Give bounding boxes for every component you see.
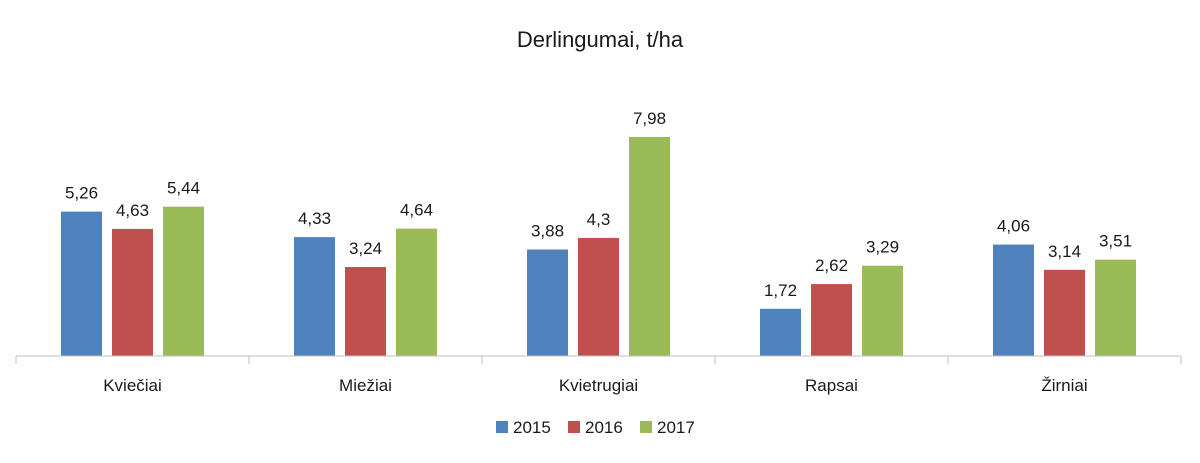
category-label: Kviečiai	[103, 376, 162, 395]
bar-2017-2	[629, 136, 670, 356]
bar-2015-0	[61, 211, 102, 356]
bar-2017-4	[1095, 259, 1136, 356]
data-label: 1,72	[764, 281, 797, 300]
bar-2015-4	[993, 244, 1034, 356]
legend-label-2017: 2017	[657, 418, 695, 437]
bar-2017-1	[396, 228, 437, 356]
data-label: 4,63	[116, 201, 149, 220]
legend-label-2016: 2016	[585, 418, 623, 437]
legend-label-2015: 2015	[513, 418, 551, 437]
category-label: Miežiai	[339, 376, 392, 395]
data-label: 3,88	[531, 221, 564, 240]
bar-2016-2	[578, 237, 619, 356]
bar-2015-3	[760, 308, 801, 356]
bar-2015-1	[294, 237, 335, 356]
data-label: 7,98	[633, 109, 666, 128]
bar-2015-2	[527, 249, 568, 356]
data-label: 4,64	[400, 201, 433, 220]
data-label: 4,06	[997, 217, 1030, 236]
bar-2017-0	[163, 206, 204, 356]
data-label: 3,24	[349, 239, 382, 258]
data-label: 3,14	[1048, 242, 1081, 261]
bar-2016-0	[112, 228, 153, 356]
legend-swatch-2016	[568, 421, 580, 433]
bar-2016-4	[1044, 269, 1085, 356]
bar-2017-3	[862, 265, 903, 356]
category-label: Žirniai	[1041, 376, 1087, 395]
bars-layer	[61, 136, 1136, 356]
data-label: 5,44	[167, 179, 200, 198]
bar-2016-3	[811, 284, 852, 356]
legend: 2015 2016 2017	[496, 418, 695, 437]
data-label: 2,62	[815, 256, 848, 275]
data-label: 4,33	[298, 209, 331, 228]
category-label: Rapsai	[805, 376, 858, 395]
category-labels: Kviečiai Miežiai Kvietrugiai Rapsai Žirniai	[103, 376, 1087, 395]
legend-swatch-2017	[640, 421, 652, 433]
data-label: 3,51	[1099, 232, 1132, 251]
bar-2016-1	[345, 267, 386, 356]
value-labels-layer: 5,26 4,63 5,44 4,33 3,24 4,64 3,88 4,3 7,98 1,72 2…	[65, 109, 1132, 300]
category-label: Kvietrugiai	[559, 376, 638, 395]
data-label: 3,29	[866, 238, 899, 257]
data-label: 4,3	[587, 210, 611, 229]
chart-title: Derlingumai, t/ha	[517, 27, 684, 52]
x-axis-ticks	[15, 356, 1182, 364]
legend-swatch-2015	[496, 421, 508, 433]
data-label: 5,26	[65, 184, 98, 203]
